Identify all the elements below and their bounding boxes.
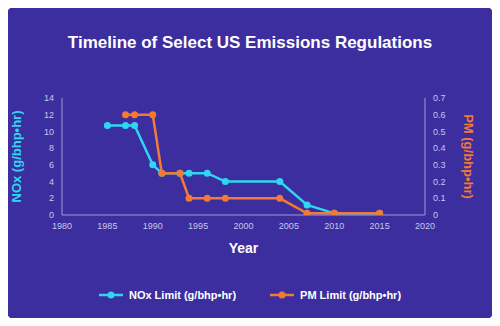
- html-text:Timeline of Select US Emission: Timeline of Select US Emissions Regulati…: [67, 33, 433, 52]
- svg-text:0: 0: [433, 210, 438, 220]
- html-text:PM Limit (g/bhp•hr): PM Limit (g/bhp•hr): [300, 289, 402, 301]
- html-text:NOx Limit (g/bhp•hr): NOx Limit (g/bhp•hr): [128, 289, 237, 301]
- svg-text:NOx (g/bhp•hr): NOx (g/bhp•hr): [9, 111, 24, 203]
- svg-text:2020: 2020: [415, 221, 435, 231]
- svg-text:14: 14: [44, 93, 54, 103]
- svg-text:2005: 2005: [279, 221, 299, 231]
- svg-text:2010: 2010: [324, 221, 344, 231]
- svg-text:0.4: 0.4: [433, 143, 446, 153]
- svg-text:1980: 1980: [52, 221, 72, 231]
- svg-text:2000: 2000: [233, 221, 253, 231]
- svg-text:0.2: 0.2: [433, 177, 446, 187]
- svg-text:4: 4: [49, 177, 54, 187]
- svg-text:8: 8: [49, 143, 54, 153]
- svg-text:0.1: 0.1: [433, 193, 446, 203]
- svg-text:6: 6: [49, 160, 54, 170]
- svg-text:PM (g/bhp•hr): PM (g/bhp•hr): [461, 114, 476, 199]
- svg-text:1995: 1995: [188, 221, 208, 231]
- svg-text:Year: Year: [229, 240, 259, 256]
- svg-text:2: 2: [49, 193, 54, 203]
- svg-text:0: 0: [49, 210, 54, 220]
- svg-text:1990: 1990: [143, 221, 163, 231]
- svg-text:0.3: 0.3: [433, 160, 446, 170]
- svg-text:10: 10: [44, 127, 54, 137]
- svg-text:12: 12: [44, 110, 54, 120]
- svg-text:1985: 1985: [97, 221, 117, 231]
- svg-text:0.6: 0.6: [433, 110, 446, 120]
- svg-text:2015: 2015: [370, 221, 390, 231]
- svg-text:0.7: 0.7: [433, 93, 446, 103]
- svg-text:0.5: 0.5: [433, 127, 446, 137]
